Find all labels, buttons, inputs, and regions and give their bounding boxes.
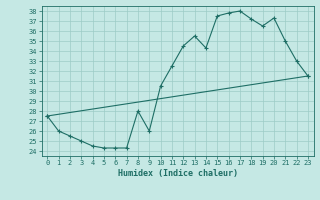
- X-axis label: Humidex (Indice chaleur): Humidex (Indice chaleur): [118, 169, 237, 178]
